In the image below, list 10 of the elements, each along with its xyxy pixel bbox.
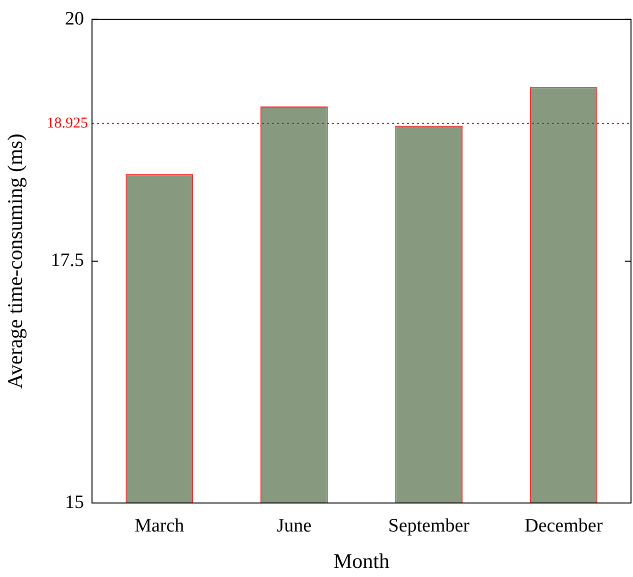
x-tick-label: March xyxy=(134,515,185,536)
x-tick-label: December xyxy=(524,515,604,536)
y-tick-label: 17.5 xyxy=(50,250,84,272)
x-tick-label: September xyxy=(388,515,470,536)
y-axis-title: Average time-consuming (ms) xyxy=(3,134,28,389)
y-tick-label: 20 xyxy=(65,8,84,30)
x-axis-title: Month xyxy=(333,548,390,573)
x-tick-label: June xyxy=(276,515,312,536)
ref-line-label: 18.925 xyxy=(46,115,88,132)
y-tick-label: 15 xyxy=(65,492,84,513)
